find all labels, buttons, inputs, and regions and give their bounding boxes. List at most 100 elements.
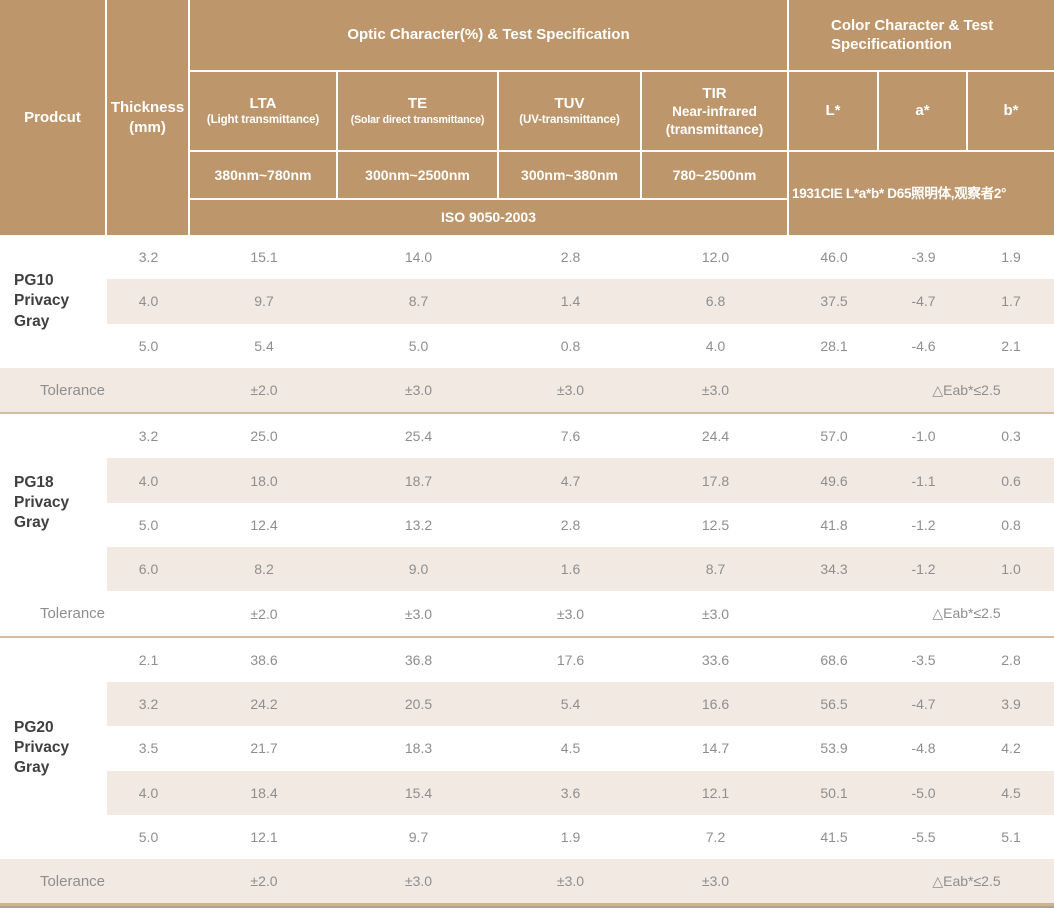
- header-tuv-abbr: TUV: [554, 94, 585, 112]
- tolerance-value: ±3.0: [338, 591, 499, 636]
- value-cell: 49.6: [789, 458, 879, 503]
- product-name-line1: PG18: [14, 473, 54, 491]
- value-cell: 1.9: [499, 814, 642, 860]
- value-cell: 33.6: [642, 637, 789, 682]
- header-te-abbr: TE: [407, 95, 428, 113]
- value-cell: -4.6: [879, 323, 968, 368]
- header-cie-standard: 1931CIE L*a*b* D65照明体,观察者2°: [789, 152, 1054, 235]
- value-cell: -1.2: [879, 547, 968, 592]
- value-cell: 4.5: [968, 770, 1054, 815]
- thickness-value: 4.0: [107, 458, 190, 503]
- value-cell: 14.7: [642, 726, 789, 771]
- value-cell: 24.4: [642, 414, 789, 459]
- value-cell: 1.9: [968, 235, 1054, 280]
- value-cell: 5.4: [499, 681, 642, 727]
- value-cell: 12.1: [190, 814, 338, 860]
- value-cell: 56.5: [789, 681, 879, 727]
- value-cell: -4.7: [879, 681, 968, 727]
- product-group-pg18: PG18 Privacy Gray 3.2 25.0 25.4 7.6 24.4…: [0, 412, 1054, 636]
- header-col-tir: TIR Near-infrared (transmittance): [642, 72, 787, 150]
- value-cell: -5.5: [879, 814, 968, 860]
- header-te-desc: (Solar direct transmittance): [350, 113, 485, 126]
- header-tuv-desc: (UV-transmittance): [519, 114, 620, 127]
- tolerance-eab: △Eab*≤2.5: [879, 859, 1054, 904]
- thickness-value: 5.0: [107, 323, 190, 368]
- value-cell: 21.7: [190, 726, 338, 771]
- tolerance-value: ±3.0: [499, 591, 642, 636]
- header-thickness-line2: (mm): [129, 118, 166, 136]
- value-cell: 5.4: [190, 323, 338, 368]
- value-cell: 0.8: [499, 323, 642, 368]
- tolerance-value: ±3.0: [338, 367, 499, 413]
- tolerance-label: Tolerance: [0, 591, 190, 636]
- header-col-lta: LTA (Light transmittance): [190, 72, 336, 150]
- header-col-te: TE (Solar direct transmittance): [338, 72, 497, 150]
- tolerance-value: ±2.0: [190, 367, 338, 413]
- thickness-value: 4.0: [107, 770, 190, 815]
- tolerance-value: ±3.0: [642, 591, 789, 636]
- value-cell: 53.9: [789, 726, 879, 771]
- thickness-value: 6.0: [107, 547, 190, 592]
- value-cell: 15.1: [190, 235, 338, 280]
- value-cell: 6.8: [642, 279, 789, 324]
- product-name-line2: Privacy Gray: [14, 292, 70, 330]
- value-cell: 12.0: [642, 235, 789, 280]
- value-cell: 57.0: [789, 414, 879, 459]
- thickness-value: 5.0: [107, 814, 190, 860]
- header-product: Prodcut: [0, 0, 105, 235]
- value-cell: -3.5: [879, 637, 968, 682]
- thickness-value: 3.2: [107, 414, 190, 459]
- header-tuv-range: 300nm~380nm: [499, 152, 640, 198]
- tolerance-value: ±3.0: [642, 367, 789, 413]
- value-cell: 1.6: [499, 547, 642, 592]
- value-cell: 18.3: [338, 726, 499, 771]
- header-col-bstar: b*: [968, 72, 1054, 150]
- value-cell: 34.3: [789, 547, 879, 592]
- thickness-value: 3.5: [107, 726, 190, 771]
- value-cell: 9.7: [190, 279, 338, 324]
- header-optic-group: Optic Character(%) & Test Specification: [190, 0, 787, 70]
- header-col-lstar: L*: [789, 72, 877, 150]
- value-cell: 7.6: [499, 414, 642, 459]
- header-lta-range: 380nm~780nm: [190, 152, 336, 198]
- value-cell: 15.4: [338, 770, 499, 815]
- value-cell: 8.2: [190, 547, 338, 592]
- value-cell: 13.2: [338, 502, 499, 548]
- header-tir-abbr: TIR: [702, 84, 727, 102]
- product-name: PG20 Privacy Gray: [0, 637, 107, 860]
- value-cell: 12.1: [642, 770, 789, 815]
- tolerance-value: ±3.0: [642, 859, 789, 904]
- value-cell: 68.6: [789, 637, 879, 682]
- header-te-range: 300nm~2500nm: [338, 152, 497, 198]
- value-cell: 17.6: [499, 637, 642, 682]
- value-cell: 1.7: [968, 279, 1054, 324]
- value-cell: 17.8: [642, 458, 789, 503]
- value-cell: 37.5: [789, 279, 879, 324]
- tolerance-value: ±2.0: [190, 859, 338, 904]
- empty-cell: [789, 367, 879, 413]
- value-cell: 18.7: [338, 458, 499, 503]
- value-cell: 36.8: [338, 637, 499, 682]
- value-cell: 50.1: [789, 770, 879, 815]
- value-cell: 25.0: [190, 414, 338, 459]
- value-cell: 0.3: [968, 414, 1054, 459]
- value-cell: 25.4: [338, 414, 499, 459]
- tolerance-value: ±3.0: [499, 367, 642, 413]
- header-tir-range: 780~2500nm: [642, 152, 787, 198]
- table-header: Prodcut Thickness (mm) Optic Character(%…: [0, 0, 1054, 235]
- header-color-group: Color Character & Test Specificationtion: [789, 0, 1054, 70]
- value-cell: 1.4: [499, 279, 642, 324]
- value-cell: 14.0: [338, 235, 499, 280]
- header-tir-line3: (transmittance): [665, 121, 764, 137]
- value-cell: -3.9: [879, 235, 968, 280]
- value-cell: 9.7: [338, 814, 499, 860]
- product-name: PG10 Privacy Gray: [0, 235, 107, 368]
- value-cell: 4.0: [642, 323, 789, 368]
- tolerance-label: Tolerance: [0, 859, 190, 904]
- thickness-value: 4.0: [107, 279, 190, 324]
- value-cell: 41.8: [789, 502, 879, 548]
- header-col-astar: a*: [879, 72, 966, 150]
- header-thickness: Thickness (mm): [107, 0, 188, 235]
- tolerance-value: ±2.0: [190, 591, 338, 636]
- value-cell: 2.1: [968, 323, 1054, 368]
